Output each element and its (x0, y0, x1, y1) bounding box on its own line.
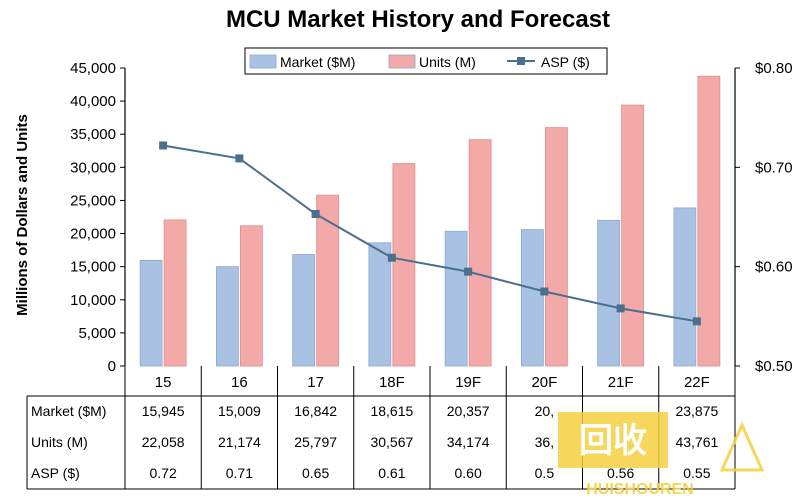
asp-point (235, 154, 244, 163)
y-tick-label: 40,000 (70, 93, 116, 110)
table-cell: 16,842 (294, 403, 337, 419)
table-cell: 23,875 (675, 403, 718, 419)
legend-swatch-0 (249, 54, 277, 69)
table-row-label: ASP ($) (31, 465, 80, 481)
asp-point (616, 304, 625, 313)
asp-point (540, 287, 549, 296)
x-tick-label: 18F (379, 374, 405, 391)
y-tick-label: 45,000 (70, 60, 116, 77)
table-cell: 0.5 (535, 465, 555, 481)
bar-units (392, 163, 416, 367)
bar-units (468, 139, 492, 367)
bar-market (444, 230, 468, 367)
bar-units (163, 219, 187, 367)
asp-point (311, 210, 320, 219)
bar-market (139, 260, 163, 367)
legend-box (244, 47, 608, 75)
table-cell: 15,009 (218, 403, 261, 419)
y2-tick-label: $0.60 (755, 259, 793, 276)
bar-market (215, 266, 239, 367)
x-tick-label: 20F (531, 374, 557, 391)
bar-market (368, 242, 392, 367)
bar-units (544, 127, 568, 367)
y2-tick-label: $0.80 (755, 60, 793, 77)
asp-point (387, 253, 396, 262)
table-cell: 0.71 (226, 465, 253, 481)
table-cell: 36, (535, 434, 554, 450)
x-tick-label: 22F (684, 374, 710, 391)
table-cell: 43,761 (675, 434, 718, 450)
y-tick-label: 35,000 (70, 126, 116, 143)
table-cell: 15,945 (142, 403, 185, 419)
table-cell: 18,615 (370, 403, 413, 419)
y2-tick-label: $0.70 (755, 159, 793, 176)
table-cell: 20,357 (447, 403, 490, 419)
watermark-logo-text: 回收 (579, 421, 647, 461)
table-row-label: Market ($M) (31, 403, 106, 419)
table-row-label: Units (M) (31, 434, 88, 450)
bar-units (697, 75, 721, 367)
legend-label-2: ASP ($) (541, 54, 590, 70)
watermark-text: HUISHOUREN (586, 481, 694, 498)
legend-label-0: Market ($M) (280, 54, 355, 70)
y-tick-label: 25,000 (70, 192, 116, 209)
chart-title: MCU Market History and Forecast (226, 6, 610, 33)
legend-marker-2 (517, 57, 525, 65)
table-cell: 0.60 (455, 465, 482, 481)
asp-line (162, 144, 698, 323)
table-cell: 0.55 (683, 465, 710, 481)
bar-market (520, 229, 544, 367)
y-axis-label: Millions of Dollars and Units (14, 114, 31, 316)
watermark-triangle-icon (719, 421, 765, 472)
table-cell: 20, (535, 403, 554, 419)
asp-point (692, 317, 701, 326)
bar-market (597, 219, 621, 367)
table-cell: 30,567 (370, 434, 413, 450)
table-cell: 25,797 (294, 434, 337, 450)
table-cell: 0.61 (378, 465, 405, 481)
x-tick-label: 19F (455, 374, 481, 391)
asp-point (464, 267, 473, 276)
x-tick-label: 15 (155, 374, 172, 391)
table-cell: 0.56 (607, 465, 634, 481)
legend-label-1: Units (M) (419, 54, 476, 70)
x-tick-label: 16 (231, 374, 248, 391)
y-tick-label: 30,000 (70, 159, 116, 176)
y-tick-label: 0 (108, 358, 116, 375)
bar-units (316, 194, 340, 367)
y-tick-label: 5,000 (78, 325, 116, 342)
y2-tick-label: $0.50 (755, 358, 793, 375)
bar-market (292, 254, 316, 367)
bar-units (239, 225, 263, 367)
x-tick-label: 17 (307, 374, 324, 391)
table-cell: 0.65 (302, 465, 329, 481)
bar-units (621, 104, 645, 367)
y-tick-label: 15,000 (70, 259, 116, 276)
asp-point (159, 141, 168, 150)
y-tick-label: 10,000 (70, 292, 116, 309)
table-cell: 22,058 (142, 434, 185, 450)
watermark-logo-bg (558, 412, 668, 468)
legend-swatch-1 (388, 54, 416, 69)
table-cell: 34,174 (447, 434, 490, 450)
x-tick-label: 21F (608, 374, 634, 391)
y-tick-label: 20,000 (70, 226, 116, 243)
table-cell: 0.72 (150, 465, 177, 481)
table-cell: 21,174 (218, 434, 261, 450)
bar-market (673, 207, 697, 367)
